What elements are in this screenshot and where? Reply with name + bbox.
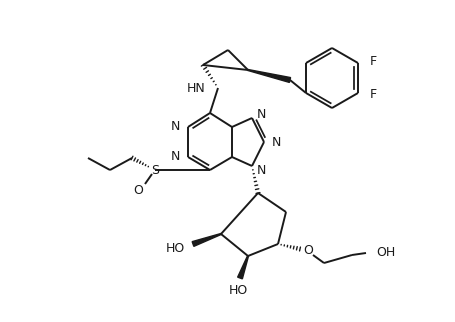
Text: HO: HO — [165, 242, 184, 254]
Text: O: O — [133, 184, 142, 196]
Text: N: N — [257, 164, 266, 176]
Text: N: N — [257, 108, 266, 120]
Text: N: N — [170, 150, 180, 164]
Polygon shape — [248, 70, 290, 82]
Text: S: S — [151, 165, 159, 177]
Text: OH: OH — [375, 247, 394, 260]
Text: N: N — [170, 120, 180, 134]
Text: F: F — [369, 54, 376, 68]
Text: HN: HN — [187, 82, 206, 96]
Text: O: O — [303, 244, 312, 258]
Polygon shape — [237, 256, 248, 279]
Polygon shape — [192, 233, 221, 246]
Text: F: F — [369, 89, 376, 101]
Text: N: N — [271, 136, 281, 148]
Text: HO: HO — [228, 285, 247, 298]
